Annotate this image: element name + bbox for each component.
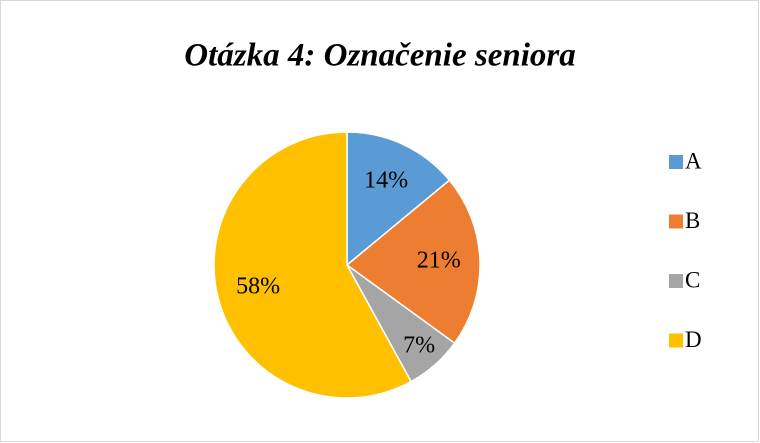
legend-label: C — [685, 267, 700, 292]
legend-label: A — [685, 148, 702, 173]
chart-title: Otázka 4: Označenie seniora — [184, 38, 575, 74]
legend-swatch — [669, 333, 683, 348]
pie-slice — [346, 131, 451, 267]
data-label: 58% — [236, 273, 280, 299]
pie-slice — [345, 179, 481, 345]
data-label: 7% — [403, 332, 435, 358]
data-label: 14% — [364, 167, 408, 193]
legend-swatch — [669, 214, 683, 229]
pie-slice — [213, 131, 413, 399]
legend-label: D — [685, 327, 702, 352]
data-label: 21% — [417, 248, 461, 274]
legend-swatch — [669, 274, 683, 288]
legend-swatch — [669, 155, 683, 169]
legend-label: B — [685, 208, 700, 233]
